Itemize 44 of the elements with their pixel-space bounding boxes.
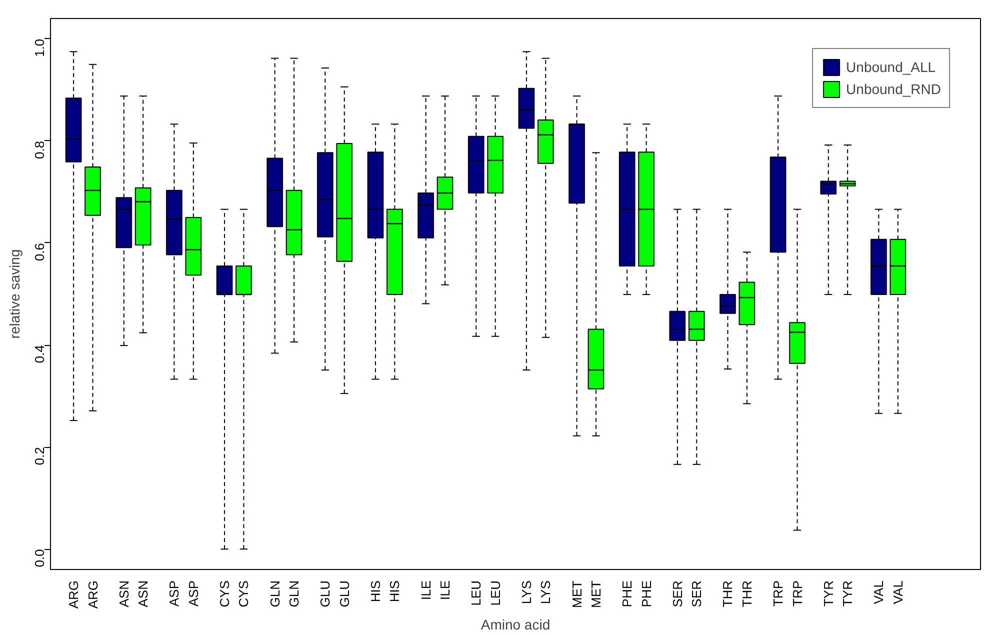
x-tick-label: GLN [267, 580, 282, 608]
x-tick-label: HIS [368, 580, 383, 602]
x-tick-label: SER [689, 580, 704, 608]
y-tick-label: 0.2 [32, 447, 47, 466]
x-tick-label: ILE [418, 580, 434, 600]
y-tick-label: 1.0 [32, 38, 47, 57]
x-tick-label: TYR [820, 580, 836, 606]
x-tick-label: ARG [85, 580, 100, 609]
x-tick-label: TRP [770, 580, 786, 606]
x-tick-label: SER [670, 580, 685, 608]
x-tick-label: PHE [638, 580, 654, 608]
y-tick-label: 0.8 [32, 140, 47, 160]
x-tick-label: LYS [518, 580, 534, 604]
x-tick-label: ASN [136, 580, 151, 608]
x-tick-label: HIS [387, 580, 402, 602]
legend-label: Unbound_RND [846, 81, 941, 97]
x-tick-label: GLU [318, 580, 333, 608]
x-tick-label: ASP [186, 580, 201, 607]
legend-label: Unbound_ALL [846, 59, 936, 75]
x-tick-label: CYS [217, 580, 232, 608]
x-tick-label: ARG [66, 580, 82, 609]
y-tick-label: 0.4 [32, 345, 47, 364]
x-tick-label: GLN [286, 580, 302, 608]
x-tick-label: LEU [488, 580, 503, 606]
x-tick-label: ILE [438, 580, 453, 600]
x-tick-label: LEU [468, 580, 484, 606]
x-tick-label: PHE [620, 580, 635, 608]
x-tick-label: VAL [871, 580, 886, 604]
x-tick-label: MET [569, 580, 584, 608]
x-axis-title: Amino acid [480, 616, 550, 633]
y-tick-label: 0.0 [32, 549, 47, 568]
x-tick-label: VAL [890, 580, 906, 604]
y-axis-title: relative saving [6, 249, 22, 339]
x-tick-label: THR [720, 580, 736, 608]
x-tick-label: GLU [336, 580, 352, 608]
x-tick-label: TRP [790, 580, 805, 606]
y-tick-label: 0.6 [32, 242, 47, 262]
x-tick-label: LYS [538, 580, 554, 604]
x-tick-label: THR [739, 580, 754, 608]
x-tick-label: MET [588, 580, 604, 608]
x-tick-label: CYS [236, 580, 252, 608]
x-tick-label: ASP [166, 580, 182, 607]
x-tick-label: TYR [840, 580, 856, 606]
x-tick-label: ASN [116, 580, 132, 608]
